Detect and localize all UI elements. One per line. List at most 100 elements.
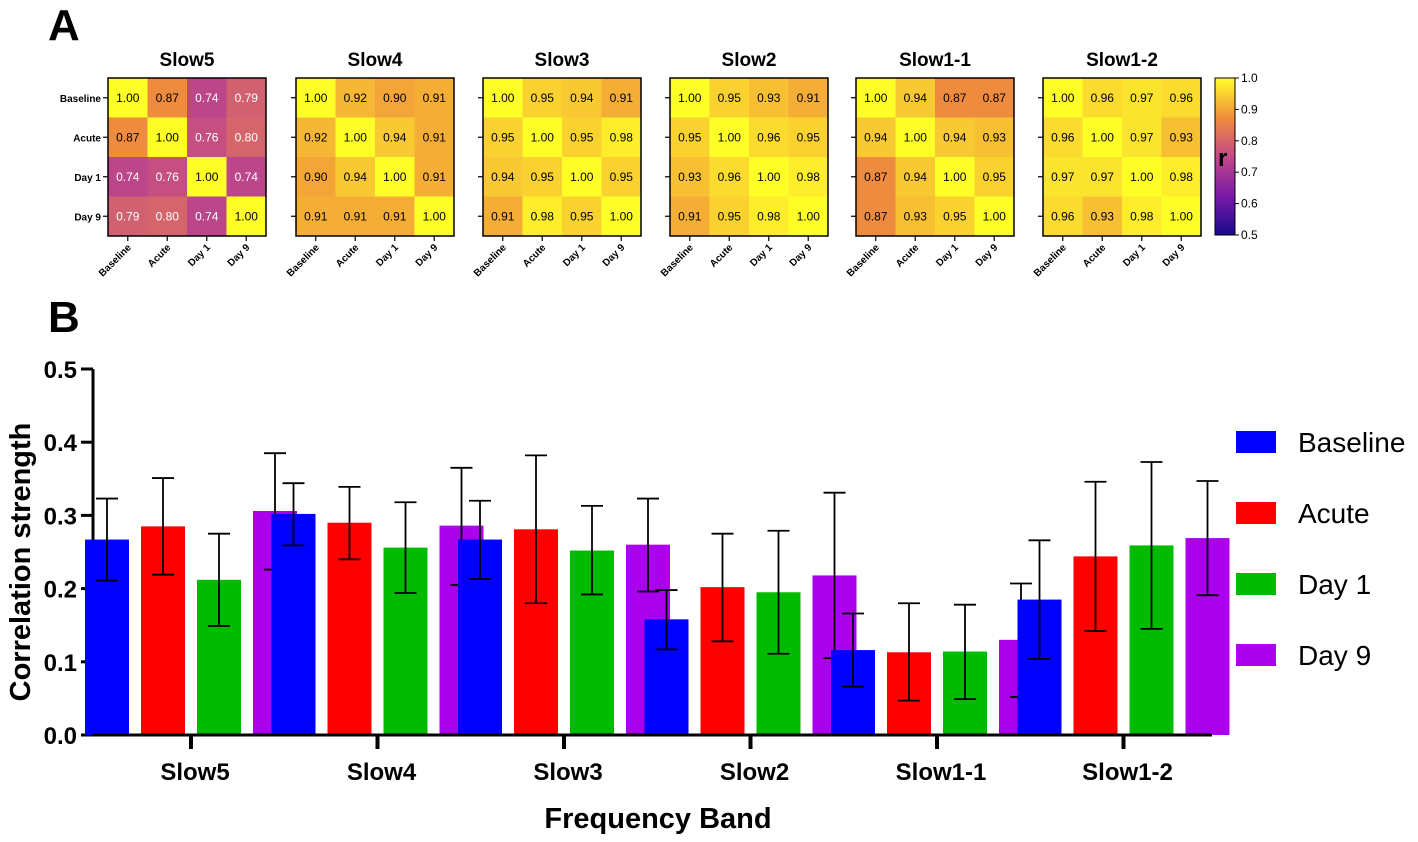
heatmap-cell-value: 0.91 bbox=[304, 209, 328, 223]
heatmap-cell-value: 0.95 bbox=[943, 209, 967, 223]
y-tick-label: 0.4 bbox=[44, 430, 78, 457]
heatmap-slow1-1: Slow1-1 1.00 0.94 0.87 0.87 0.94 1.00 0.94 0.93 0… bbox=[845, 50, 1015, 279]
heatmap-cell bbox=[709, 117, 750, 158]
heatmap-cell bbox=[670, 117, 710, 158]
heatmap-cell-value: 0.98 bbox=[531, 209, 555, 223]
heatmap-cell bbox=[895, 196, 936, 237]
legend-label-day-9: Day 9 bbox=[1298, 640, 1371, 671]
heatmap-cell bbox=[562, 196, 602, 237]
heatmap-cell bbox=[335, 78, 376, 118]
heatmap-col-label: Day 9 bbox=[226, 242, 253, 269]
heatmap-cell bbox=[483, 117, 523, 158]
heatmap-slow4: Slow4 1.00 0.92 0.90 0.91 0.92 1.00 0.94 0.91 0.9… bbox=[285, 50, 455, 279]
heatmap-cell bbox=[1161, 157, 1202, 197]
heatmap-cell-value: 0.90 bbox=[304, 170, 328, 184]
heatmap-cell-value: 0.87 bbox=[116, 130, 140, 144]
heatmap-cell bbox=[1082, 157, 1123, 197]
heatmap-cell bbox=[296, 157, 336, 197]
heatmap-cell bbox=[1043, 157, 1083, 197]
heatmap-cell bbox=[226, 157, 267, 197]
heatmap-cell-value: 0.94 bbox=[943, 130, 967, 144]
heatmap-cell bbox=[1161, 78, 1202, 118]
heatmap-col-label: Acute bbox=[894, 242, 922, 270]
heatmap-cell bbox=[935, 78, 975, 118]
heatmap-cell-value: 0.93 bbox=[1170, 130, 1194, 144]
colorbar-label: r bbox=[1218, 145, 1227, 172]
heatmap-cell bbox=[788, 196, 829, 237]
heatmap-col-label: Baseline bbox=[97, 242, 134, 279]
heatmap-cell-value: 0.91 bbox=[344, 209, 368, 223]
heatmap-cell-value: 0.93 bbox=[1091, 209, 1115, 223]
heatmap-cell bbox=[296, 78, 336, 118]
heatmap-cell bbox=[974, 196, 1015, 237]
heatmap-cell bbox=[187, 196, 227, 237]
heatmap-col-label: Day 9 bbox=[414, 242, 441, 269]
heatmap-cell-value: 0.96 bbox=[1170, 91, 1194, 105]
heatmap-cell-value: 0.98 bbox=[757, 209, 781, 223]
heatmap-cell-value: 0.91 bbox=[423, 130, 447, 144]
heatmap-title-slow1-1: Slow1-1 bbox=[899, 50, 971, 71]
heatmap-cell-value: 0.91 bbox=[678, 209, 702, 223]
heatmap-cell bbox=[1043, 78, 1083, 118]
heatmap-cell-value: 1.00 bbox=[864, 91, 888, 105]
heatmap-col-label: Day 1 bbox=[561, 242, 588, 269]
heatmap-cell bbox=[335, 117, 376, 158]
heatmap-cell bbox=[375, 117, 415, 158]
x-tick-label-slow3: Slow3 bbox=[533, 759, 602, 786]
heatmap-row-label: Baseline bbox=[60, 94, 102, 105]
heatmap-cell bbox=[522, 78, 563, 118]
heatmap-border bbox=[482, 77, 642, 237]
heatmap-cell-value: 0.87 bbox=[156, 91, 180, 105]
bar-baseline-slow4 bbox=[271, 513, 316, 735]
heatmap-cell-value: 0.98 bbox=[1170, 170, 1194, 184]
heatmap-cell bbox=[935, 117, 975, 158]
heatmap-col-label: Day 9 bbox=[788, 242, 815, 269]
heatmap-cell bbox=[335, 196, 376, 237]
heatmap-cell bbox=[935, 157, 975, 197]
heatmap-cell-value: 0.94 bbox=[570, 91, 594, 105]
heatmap-cell bbox=[856, 157, 896, 197]
heatmap-title-slow2: Slow2 bbox=[722, 50, 777, 71]
heatmap-cell bbox=[226, 196, 267, 237]
heatmap-cell bbox=[147, 78, 188, 118]
heatmap-cell bbox=[709, 157, 750, 197]
heatmap-cell bbox=[375, 78, 415, 118]
heatmap-cell-value: 0.80 bbox=[156, 209, 180, 223]
y-tick-label: 0.3 bbox=[44, 503, 77, 530]
heatmap-cell bbox=[1161, 117, 1202, 158]
heatmap-border bbox=[669, 77, 829, 237]
heatmap-cell bbox=[483, 196, 523, 237]
heatmap-cell bbox=[522, 157, 563, 197]
heatmap-cell-value: 1.00 bbox=[423, 209, 447, 223]
heatmap-cell-value: 1.00 bbox=[304, 91, 328, 105]
heatmap-cell-value: 0.98 bbox=[1130, 209, 1154, 223]
colorbar-tick-label: 0.9 bbox=[1241, 102, 1258, 116]
heatmap-cell-value: 1.00 bbox=[757, 170, 781, 184]
heatmap-cell bbox=[483, 78, 523, 118]
heatmap-cell-value: 1.00 bbox=[491, 91, 515, 105]
heatmap-border bbox=[107, 77, 267, 237]
colorbar-tick-label: 0.6 bbox=[1241, 197, 1258, 211]
y-tick-label: 0.5 bbox=[44, 357, 77, 384]
heatmap-slow5: Slow5 1.00 0.87 0.74 0.79 0.87 1.00 0.76 0.80 0.7… bbox=[60, 50, 267, 279]
heatmap-col-label: Day 9 bbox=[974, 242, 1001, 269]
heatmap-cell bbox=[187, 117, 227, 158]
heatmap-cell bbox=[788, 78, 829, 118]
bar-group-slow4: Slow4 bbox=[271, 466, 484, 786]
heatmap-cell bbox=[562, 117, 602, 158]
heatmap-cell-value: 0.93 bbox=[757, 91, 781, 105]
heatmap-col-label: Day 1 bbox=[374, 242, 401, 269]
heatmap-cell-value: 1.00 bbox=[943, 170, 967, 184]
heatmap-cell-value: 1.00 bbox=[156, 130, 180, 144]
heatmap-col-label: Acute bbox=[708, 242, 736, 270]
heatmap-cell bbox=[788, 157, 829, 197]
heatmap-cell-value: 0.97 bbox=[1130, 130, 1154, 144]
heatmap-cell-value: 0.94 bbox=[344, 170, 368, 184]
heatmap-col-label: Baseline bbox=[845, 242, 882, 279]
y-axis-label: Correlation strength bbox=[5, 423, 37, 702]
x-tick-label-slow5: Slow5 bbox=[160, 759, 229, 786]
colorbar-tick-label: 0.5 bbox=[1241, 228, 1258, 242]
heatmap-title-slow1-2: Slow1-2 bbox=[1086, 50, 1158, 71]
heatmap-cell-value: 1.00 bbox=[904, 130, 928, 144]
heatmap-cell-value: 0.91 bbox=[491, 209, 515, 223]
